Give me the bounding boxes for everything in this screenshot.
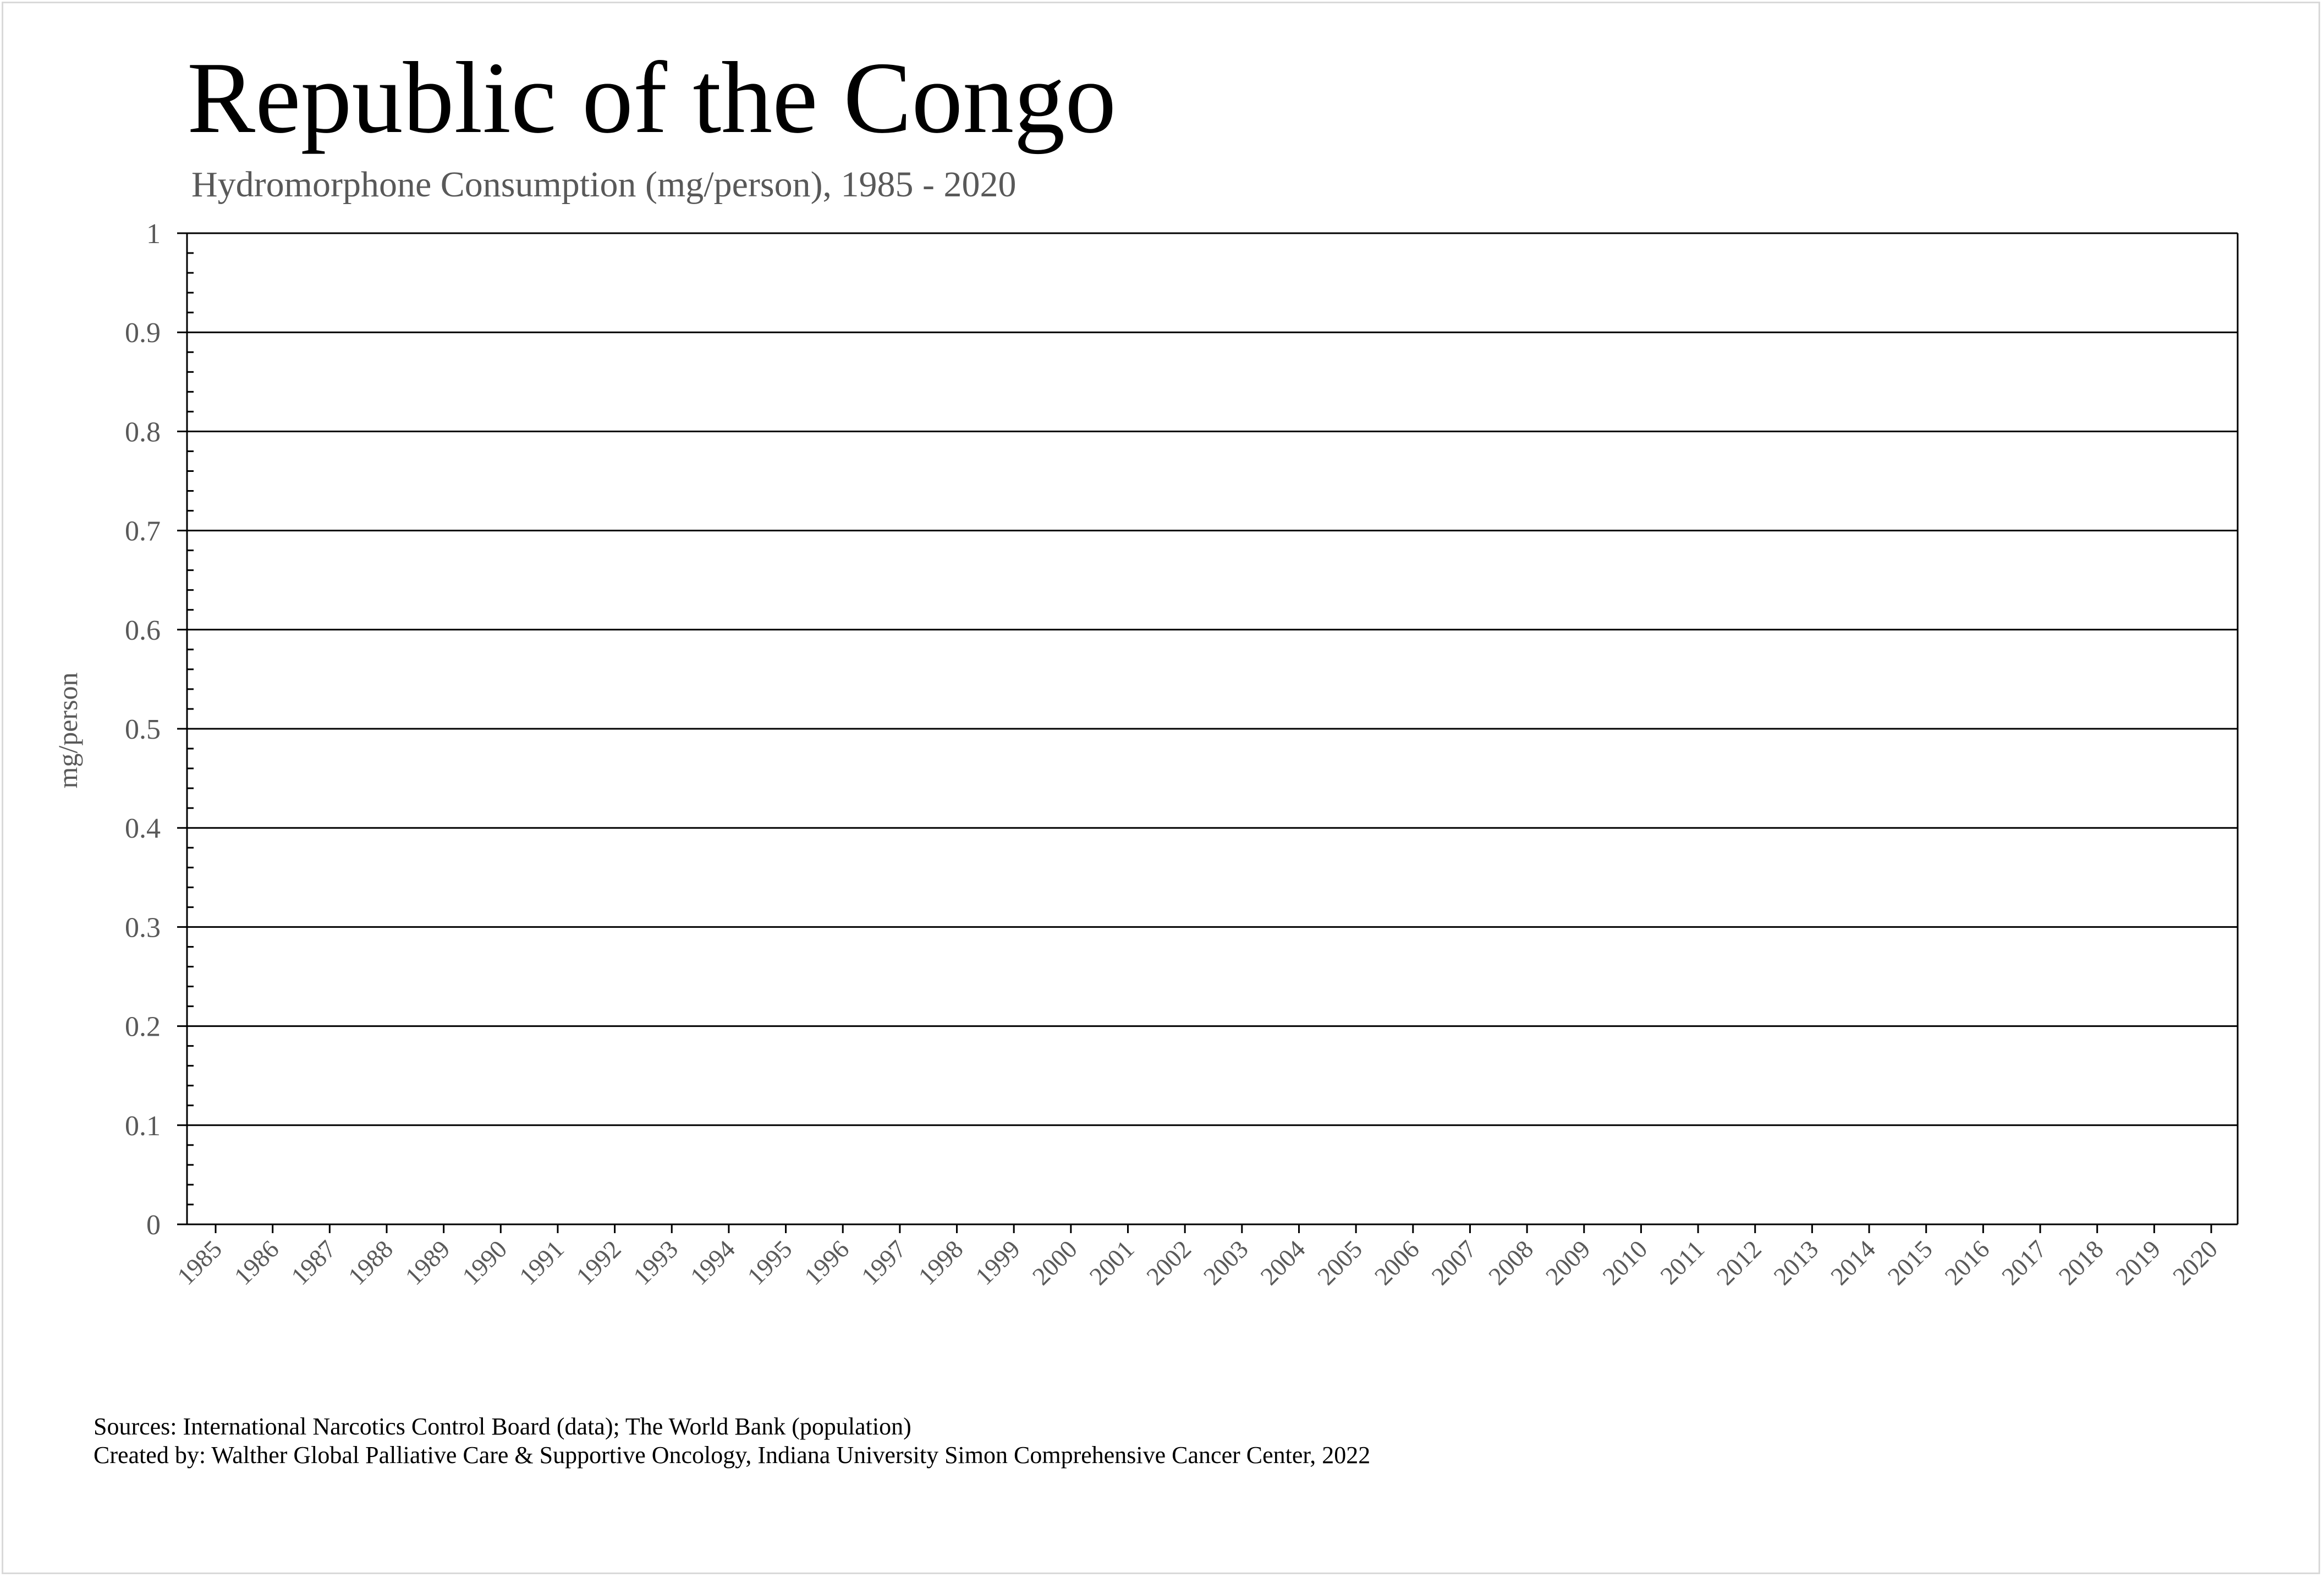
x-tick-label: 2002 (1141, 1235, 1196, 1290)
y-tick-label: 0 (146, 1209, 161, 1241)
x-tick-label: 2003 (1198, 1235, 1254, 1290)
y-axis-label: mg/person (52, 672, 83, 788)
axes (177, 232, 2239, 1233)
chart-title: Republic of the Congo (187, 41, 1117, 155)
y-tick-label: 0.4 (125, 813, 161, 844)
x-tick-label: 1992 (571, 1235, 627, 1290)
y-tick-label: 0.1 (125, 1110, 161, 1142)
chart-subtitle: Hydromorphone Consumption (mg/person), 1… (191, 164, 1017, 205)
y-tick-label: 0.9 (125, 317, 161, 349)
y-tick-label: 0.5 (125, 714, 161, 745)
x-tick-label: 1997 (856, 1235, 911, 1290)
x-tick-label: 1990 (457, 1235, 512, 1290)
x-tick-label: 2016 (1939, 1235, 1995, 1290)
gridlines (187, 232, 2238, 1126)
y-tick-label: 0.8 (125, 416, 161, 448)
x-tick-label: 2008 (1483, 1235, 1539, 1290)
y-tick-label: 0.7 (125, 516, 161, 547)
x-tick-label: 2010 (1597, 1235, 1652, 1290)
x-tick-label: 1985 (172, 1235, 227, 1290)
x-tick-label: 1998 (913, 1235, 968, 1290)
x-tick-label: 1995 (742, 1235, 798, 1290)
x-tick-label: 2007 (1426, 1235, 1481, 1290)
x-tick-label: 1988 (343, 1235, 398, 1290)
x-tick-label: 2013 (1768, 1235, 1823, 1290)
x-tick-label: 2014 (1825, 1235, 1881, 1290)
y-tick-label: 0.3 (125, 912, 161, 943)
x-tick-label: 2019 (2110, 1235, 2166, 1290)
x-tick-labels: 1985 1986 1987 1988 1989 1990 1991 1992 1993 1994… (172, 1235, 2223, 1290)
y-tick-label: 0.6 (125, 615, 161, 646)
sources-line: Sources: International Narcotics Control… (94, 1413, 911, 1440)
chart-sources: Sources: International Narcotics Control… (94, 1412, 1370, 1470)
x-tick-label: 1996 (799, 1235, 854, 1290)
x-tick-label: 1989 (400, 1235, 455, 1290)
x-tick-label: 1993 (628, 1235, 683, 1290)
x-tick-label: 2009 (1540, 1235, 1596, 1290)
x-tick-label: 2000 (1027, 1235, 1083, 1290)
x-tick-label: 1999 (970, 1235, 1025, 1290)
y-tick-label: 1 (146, 218, 161, 250)
x-tick-label: 2006 (1369, 1235, 1425, 1290)
x-tick-label: 2020 (2167, 1235, 2223, 1290)
x-tick-label: 2011 (1655, 1235, 1710, 1290)
x-tick-label: 1991 (514, 1235, 569, 1290)
x-tick-label: 2012 (1711, 1235, 1767, 1290)
x-tick-label: 1994 (685, 1235, 740, 1290)
x-tick-label: 2018 (2053, 1235, 2109, 1290)
x-tick-label: 2005 (1312, 1235, 1367, 1290)
y-tick-labels: 0 0.1 0.2 0.3 0.4 0.5 0.6 0.7 0.8 0.9 1 (125, 218, 161, 1241)
y-tick-label: 0.2 (125, 1011, 161, 1043)
x-tick-label: 2001 (1084, 1235, 1139, 1290)
created-by-line: Created by: Walther Global Palliative Ca… (94, 1442, 1371, 1469)
x-tick-label: 2004 (1255, 1235, 1310, 1290)
x-tick-label: 1987 (285, 1235, 341, 1290)
x-tick-label: 2017 (1996, 1235, 2052, 1290)
x-tick-label: 1986 (229, 1235, 284, 1290)
x-tick-label: 2015 (1882, 1235, 1938, 1290)
